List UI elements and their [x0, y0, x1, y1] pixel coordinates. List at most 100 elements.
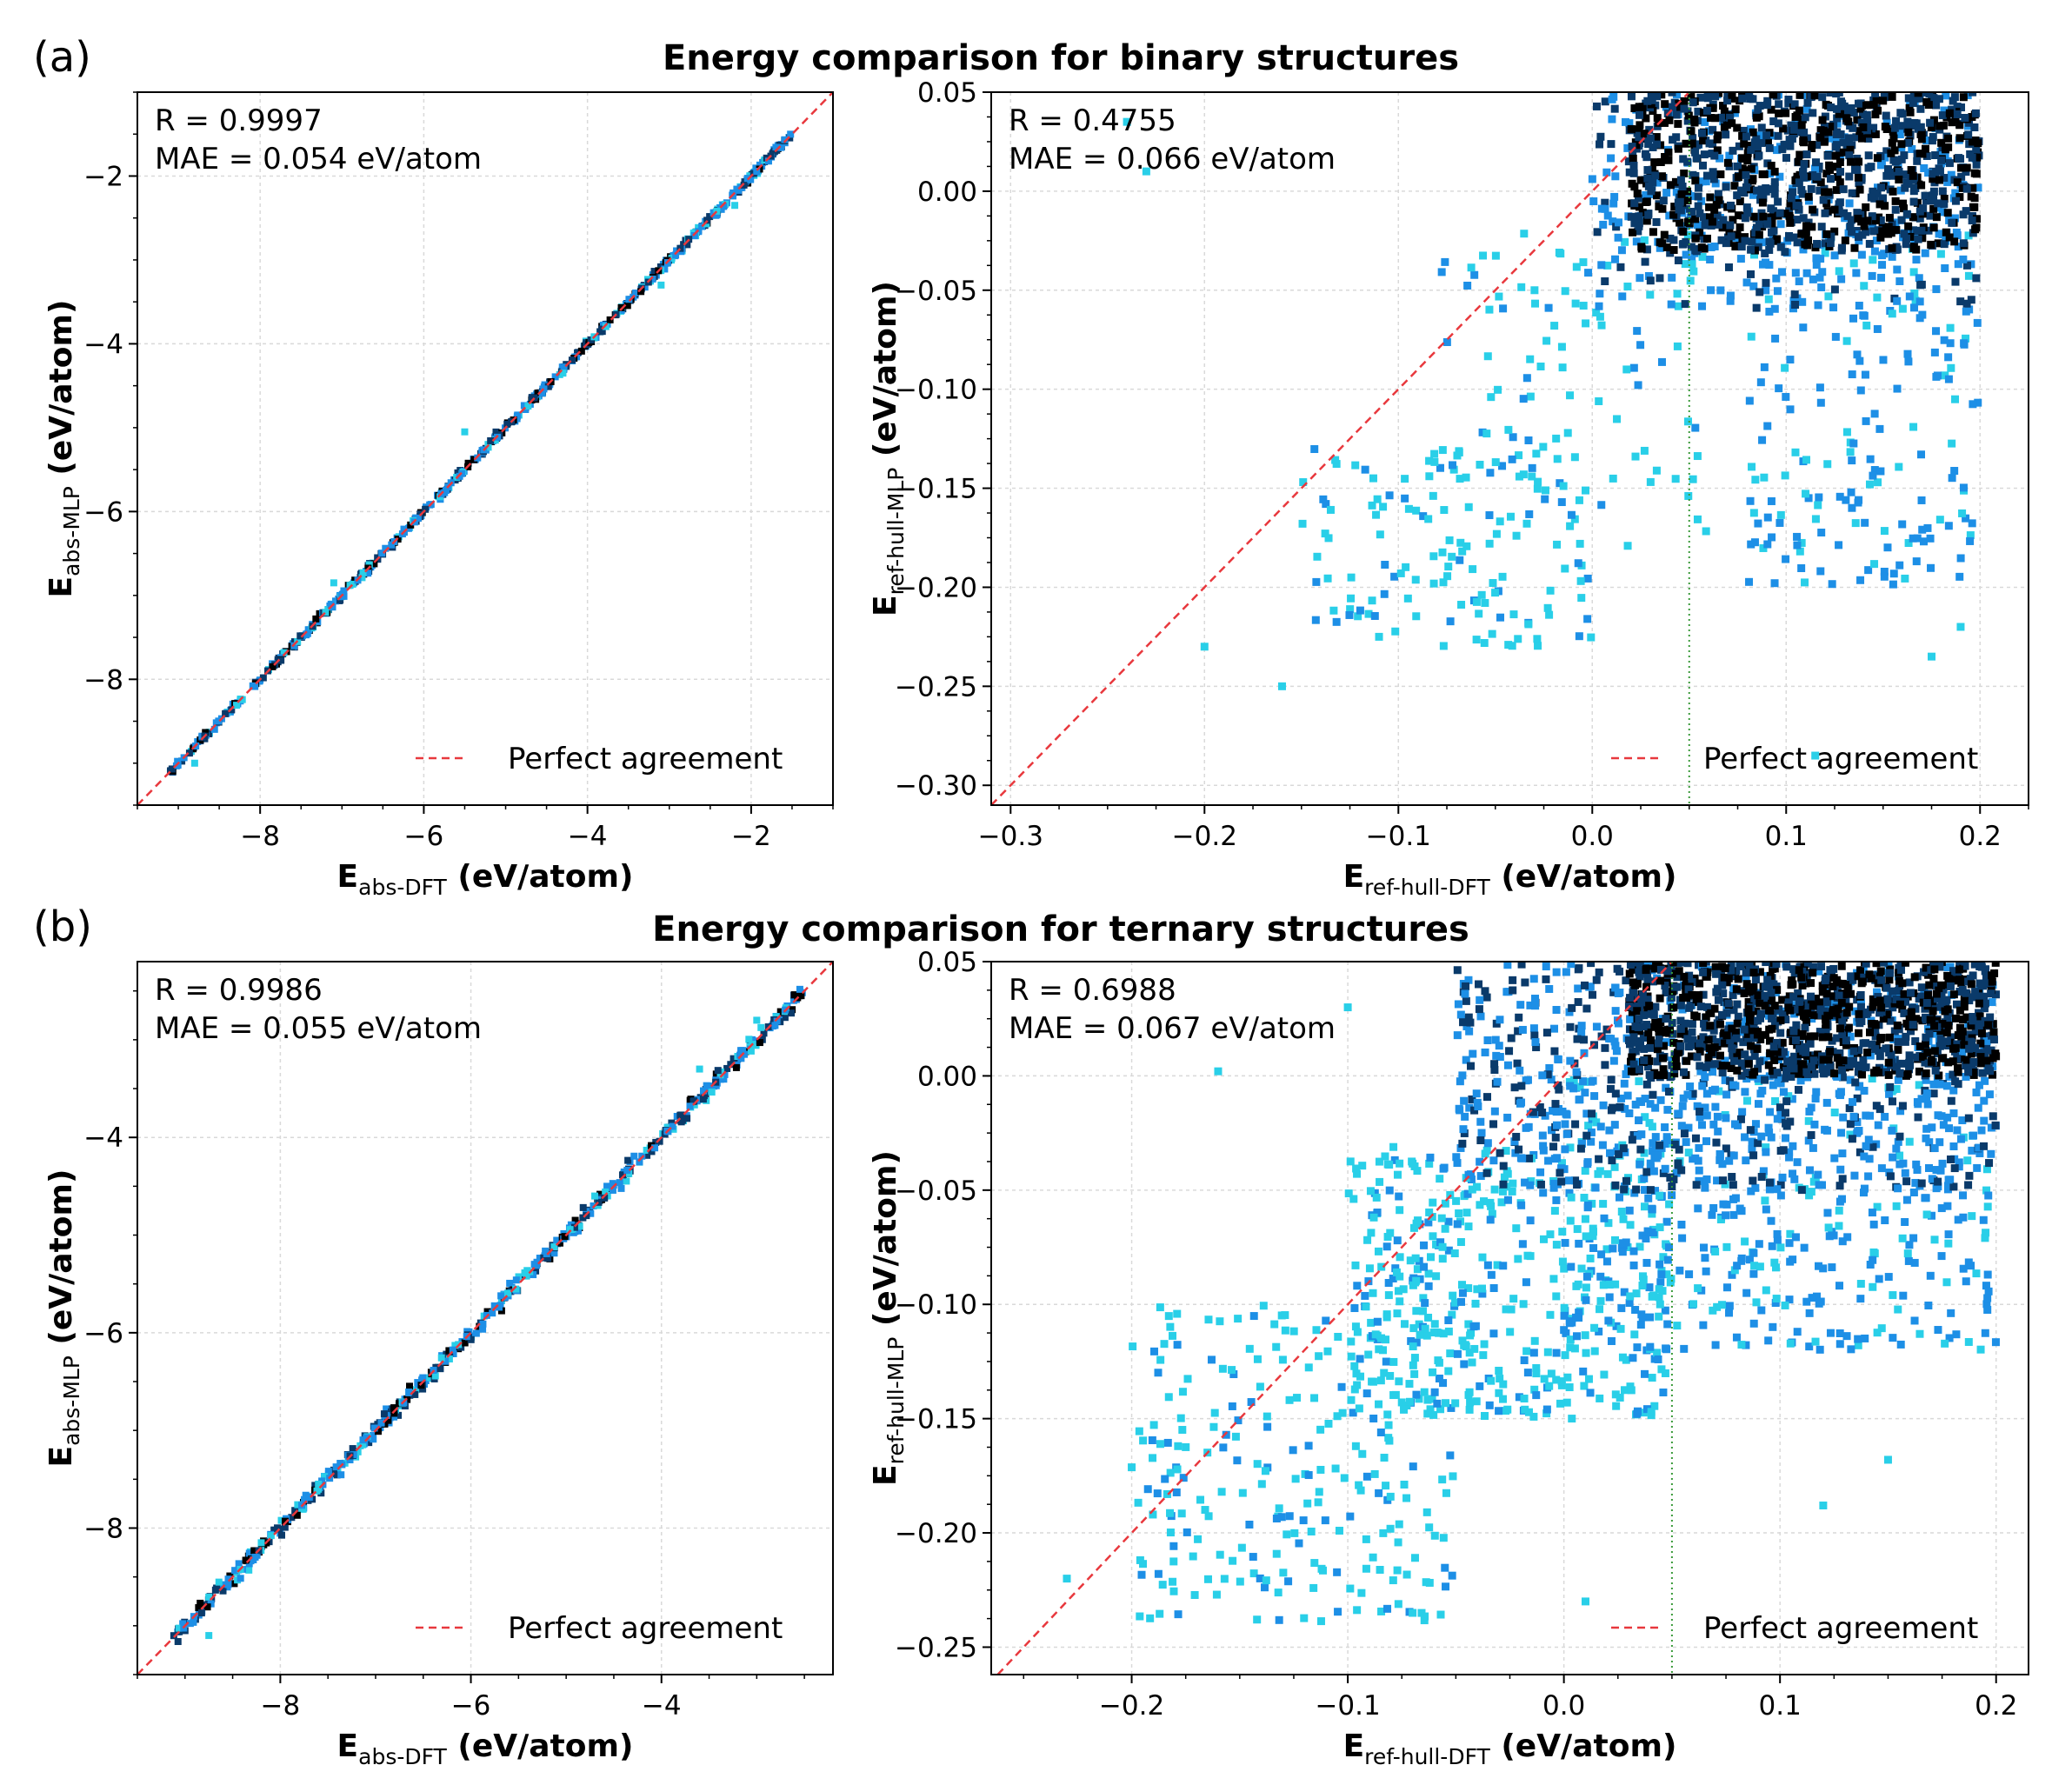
data-point [1655, 1285, 1663, 1294]
data-point [574, 1227, 582, 1235]
data-point [678, 1114, 686, 1122]
data-point [1926, 211, 1935, 220]
data-point [1935, 1080, 1944, 1089]
data-point [1510, 1083, 1519, 1092]
data-point [1390, 572, 1399, 581]
data-point [1207, 1355, 1216, 1364]
data-point [1975, 1049, 1983, 1057]
data-point [1683, 417, 1692, 426]
data-point [1877, 183, 1886, 192]
data-point [737, 1055, 745, 1062]
data-point [1437, 1214, 1446, 1222]
data-point [1983, 1294, 1992, 1302]
data-point [1581, 981, 1589, 989]
data-point [1841, 236, 1849, 245]
data-point [1798, 190, 1807, 198]
data-point [1523, 1369, 1532, 1377]
data-point [1839, 138, 1848, 147]
data-point [1793, 1158, 1802, 1167]
data-point [1955, 134, 1964, 143]
data-point [1262, 1576, 1270, 1585]
data-point [1807, 1103, 1815, 1112]
data-point [1981, 1234, 1989, 1242]
data-point [1747, 145, 1756, 154]
data-point [1793, 216, 1802, 224]
data-point [1790, 100, 1799, 109]
data-point [716, 1076, 724, 1083]
data-point [1742, 183, 1750, 191]
data-point [1920, 163, 1929, 172]
data-point [1694, 1204, 1702, 1213]
data-point [1426, 1153, 1435, 1162]
data-point [1499, 1162, 1508, 1170]
data-point [1745, 396, 1754, 405]
data-point [1910, 1316, 1919, 1325]
data-point [1709, 1068, 1717, 1076]
data-point [1582, 1349, 1590, 1357]
data-point [1483, 1139, 1492, 1148]
data-point [1459, 1125, 1468, 1134]
data-point [1150, 1347, 1159, 1355]
data-point [1638, 1313, 1647, 1322]
data-point [1592, 1022, 1601, 1031]
data-point [1867, 193, 1875, 202]
data-point [1572, 1313, 1581, 1322]
data-point [1596, 1122, 1605, 1131]
data-point [1636, 121, 1644, 130]
data-point [461, 1339, 469, 1347]
data-point [1547, 1076, 1556, 1084]
data-point [1870, 410, 1879, 418]
data-point [1936, 1166, 1945, 1175]
data-point [1410, 1369, 1419, 1378]
data-point [1532, 1369, 1541, 1378]
data-point [1790, 290, 1799, 299]
data-point [1582, 1272, 1591, 1281]
data-point [1622, 117, 1630, 126]
data-point [649, 275, 656, 283]
data-point [1362, 1564, 1370, 1573]
data-point [1622, 1176, 1630, 1185]
data-point [1665, 1200, 1674, 1209]
data-point [1749, 509, 1758, 517]
data-point [1331, 1464, 1340, 1473]
data-point [1476, 1157, 1484, 1166]
data-point [745, 1036, 753, 1043]
data-point [1710, 151, 1719, 160]
data-point [1774, 119, 1782, 128]
data-point [1340, 1474, 1349, 1482]
data-point [1611, 1089, 1620, 1098]
data-point [1688, 260, 1696, 269]
data-point [1531, 995, 1540, 1003]
data-point [1657, 92, 1666, 99]
data-point [1379, 503, 1388, 511]
data-point [1733, 123, 1742, 132]
data-point [1509, 433, 1517, 442]
data-point [1439, 578, 1448, 587]
data-point [523, 1272, 530, 1280]
data-point [1726, 201, 1735, 210]
data-point [1465, 1103, 1474, 1112]
data-point [1599, 1281, 1608, 1289]
data-point [1430, 1531, 1439, 1540]
data-point [1532, 1043, 1541, 1052]
data-point [1480, 1340, 1489, 1349]
data-point [1750, 246, 1759, 255]
data-point [1916, 123, 1925, 131]
data-point [1944, 375, 1953, 383]
data-point [1800, 1243, 1809, 1252]
data-point [1582, 1232, 1590, 1241]
data-point [1321, 1516, 1329, 1525]
data-point [1600, 1370, 1609, 1379]
outlier-point [1811, 751, 1820, 760]
data-point [1358, 1449, 1367, 1458]
data-point [1937, 156, 1946, 164]
data-point [1884, 230, 1893, 238]
data-point [713, 210, 721, 218]
data-point [1139, 1436, 1148, 1445]
data-point [1976, 1039, 1985, 1048]
data-point [219, 1587, 227, 1595]
data-point [1441, 1563, 1449, 1572]
data-point [1711, 1247, 1720, 1255]
data-point [1831, 151, 1840, 160]
data-point [1714, 220, 1722, 229]
